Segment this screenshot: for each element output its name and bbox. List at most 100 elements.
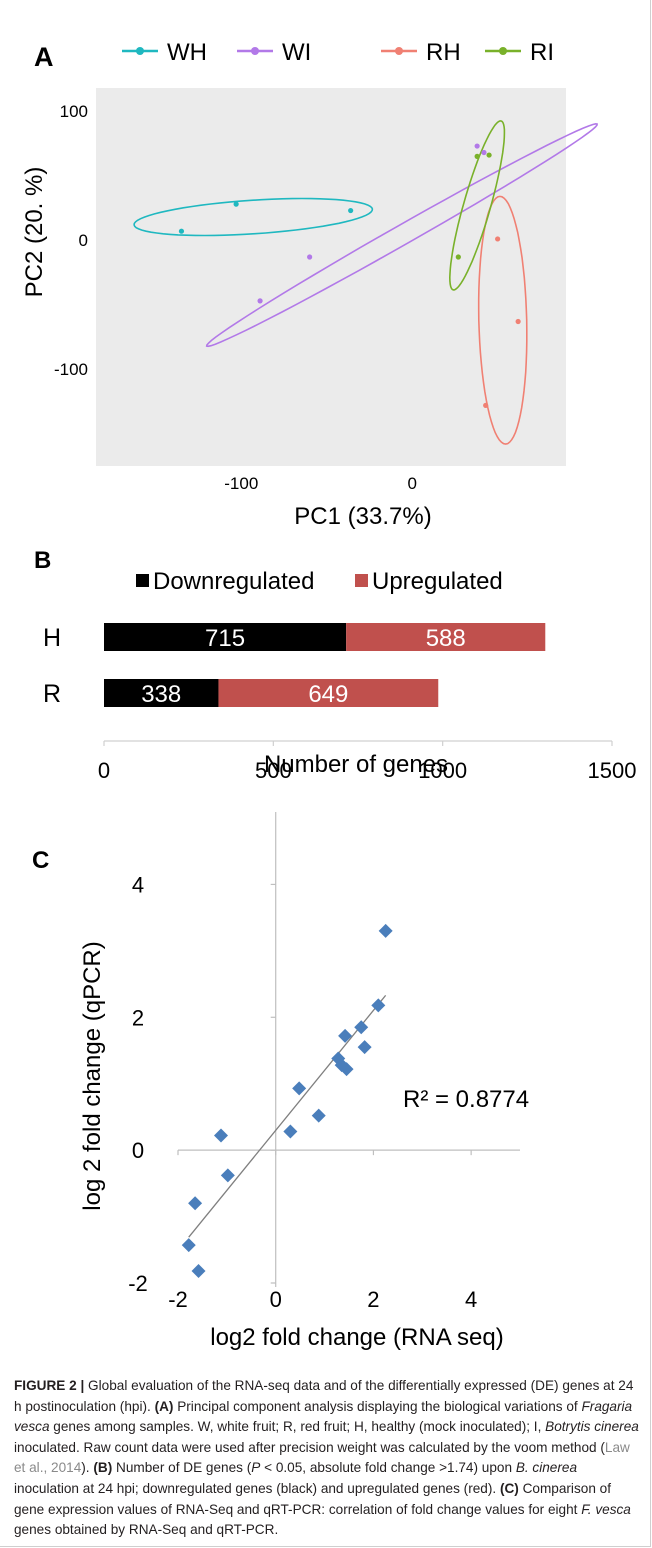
point-wh-2 <box>233 201 239 207</box>
point-wh-3 <box>348 207 354 214</box>
legend-marker-wi <box>251 47 259 55</box>
y-tick-label: -100 <box>54 360 88 379</box>
panel-b-x-axis: 0 500 1000 1500 <box>98 740 637 780</box>
point-16 <box>378 923 393 938</box>
panel-c-points <box>181 923 393 1279</box>
panel-a-pca-chart: A WH WI RH RI 100 0 -100 -100 0 PC1 (33.7%) PC… <box>21 39 598 530</box>
panel-c-label: C <box>32 847 49 874</box>
caption-citation-link[interactable]: Law et al., 2014 <box>14 1439 630 1476</box>
point-2 <box>191 1264 206 1279</box>
caption-ref-a: (A) <box>154 1398 174 1414</box>
x-tick-label: -2 <box>168 1287 188 1312</box>
point-8 <box>311 1108 326 1123</box>
point-15 <box>371 998 386 1013</box>
y-tick-label: 4 <box>132 872 144 897</box>
x-tick-label: -100 <box>224 474 258 493</box>
panel-a-y-ticks: 100 0 -100 <box>54 102 88 379</box>
caption-text-7: < 0.05, absolute fold change >1.74) upon <box>260 1460 516 1476</box>
caption-figure-label: FIGURE 2 | <box>14 1378 85 1393</box>
caption-species-2: Botrytis cinerea <box>545 1419 639 1435</box>
point-12 <box>339 1062 354 1077</box>
ellipse-rh <box>477 195 528 445</box>
legend-label-upregulated: Upregulated <box>372 568 503 595</box>
point-11 <box>338 1028 353 1043</box>
panel-c-x-axis-title: log2 fold change (RNA seq) <box>210 1324 504 1351</box>
x-tick-label: 4 <box>465 1287 477 1312</box>
panel-a-x-axis-title: PC1 (33.7%) <box>294 503 431 530</box>
caption-species-4: F. vesca <box>581 1501 631 1517</box>
point-7 <box>292 1081 307 1096</box>
caption-text-10: genes obtained by RNA-Seq and qRT-PCR. <box>14 1522 279 1538</box>
panel-c-y-axis-title: log 2 fold change (qPCR) <box>79 941 106 1210</box>
point-wi-4 <box>481 149 487 156</box>
legend-marker-wh <box>136 47 144 55</box>
bar-value-label: 588 <box>426 625 466 652</box>
panel-a-plot-background <box>96 88 566 466</box>
panel-b-x-axis-title: Number of genes <box>264 751 448 778</box>
point-rh-1 <box>495 236 501 242</box>
caption-text-6: Number of DE genes ( <box>112 1460 252 1476</box>
legend-label-rh: RH <box>426 39 461 66</box>
y-tick-label: 100 <box>60 102 88 121</box>
x-tick-label: 0 <box>270 1287 282 1312</box>
caption-text-8: inoculation at 24 hpi; downregulated gen… <box>14 1480 500 1496</box>
y-tick-label: 0 <box>79 231 88 250</box>
panel-c-r-squared-annotation: R² = 0.8774 <box>403 1086 529 1113</box>
caption-species-1: Fragaria vesca <box>14 1398 633 1435</box>
point-wh-1 <box>178 228 185 234</box>
y-tick-label: 2 <box>132 1005 144 1030</box>
legend-label-ri: RI <box>530 39 554 66</box>
legend-label-downregulated: Downregulated <box>153 568 314 595</box>
caption-text-5: ). <box>81 1460 94 1476</box>
y-tick-label: 0 <box>132 1138 144 1163</box>
point-1 <box>181 1238 196 1253</box>
ellipse-wh <box>133 197 374 237</box>
point-13 <box>354 1020 369 1035</box>
point-4 <box>213 1128 228 1143</box>
panel-c-axes: -2 0 2 4 -2 0 2 4 <box>128 812 520 1312</box>
panel-b-legend: Downregulated Upregulated <box>136 568 503 595</box>
x-tick-label: 2 <box>367 1287 379 1312</box>
bar-r-upregulated <box>218 679 439 707</box>
caption-text-2: Principal component analysis displaying … <box>173 1398 582 1414</box>
caption-p-symbol: P <box>251 1460 261 1476</box>
panel-b-label: B <box>34 547 51 574</box>
category-label-r: R <box>43 680 61 708</box>
x-tick-label: 1500 <box>588 758 637 780</box>
category-label-h: H <box>43 624 61 652</box>
legend-marker-rh <box>395 47 403 55</box>
legend-swatch-upregulated <box>355 574 368 587</box>
bar-value-label: 649 <box>308 681 348 708</box>
point-rh-2 <box>515 318 521 325</box>
figure-caption: FIGURE 2 | Global evaluation of the RNA-… <box>14 1376 640 1541</box>
panel-c-scatter-chart: C -2 0 2 4 -2 0 2 4 R² = 0.8774 log2 fold chang… <box>32 812 529 1351</box>
point-wi-2 <box>307 254 313 260</box>
panel-b-bars: H 715 588 R 338 649 <box>43 623 546 708</box>
y-tick-label: -2 <box>128 1271 148 1296</box>
point-ri-2 <box>474 153 480 159</box>
bar-r-downregulated <box>104 679 219 707</box>
bar-h-upregulated <box>346 623 546 651</box>
ellipse-wi <box>205 122 598 348</box>
panel-a-y-axis-title: PC2 (20. %) <box>21 167 48 298</box>
panel-c-trendline <box>188 994 387 1238</box>
x-tick-label: 500 <box>255 758 292 780</box>
point-ri-3 <box>486 152 492 158</box>
point-wi-3 <box>474 143 480 149</box>
caption-ref-b: (B) <box>93 1460 113 1476</box>
x-tick-label: 0 <box>98 758 110 780</box>
caption-text-3: genes among samples. W, white fruit; R, … <box>49 1419 546 1435</box>
bar-value-label: 338 <box>141 681 181 708</box>
x-tick-label: 1000 <box>418 758 467 780</box>
caption-ref-c: (C) <box>499 1480 519 1496</box>
bar-value-label: 715 <box>205 625 245 652</box>
panel-a-points <box>178 143 521 408</box>
trendline <box>188 994 387 1238</box>
ellipse-ri <box>448 120 506 291</box>
panel-a-legend: WH WI RH RI <box>122 39 554 66</box>
legend-label-wh: WH <box>167 39 207 66</box>
point-rh-3 <box>483 402 489 408</box>
point-3 <box>188 1196 203 1211</box>
legend-swatch-downregulated <box>136 574 149 587</box>
